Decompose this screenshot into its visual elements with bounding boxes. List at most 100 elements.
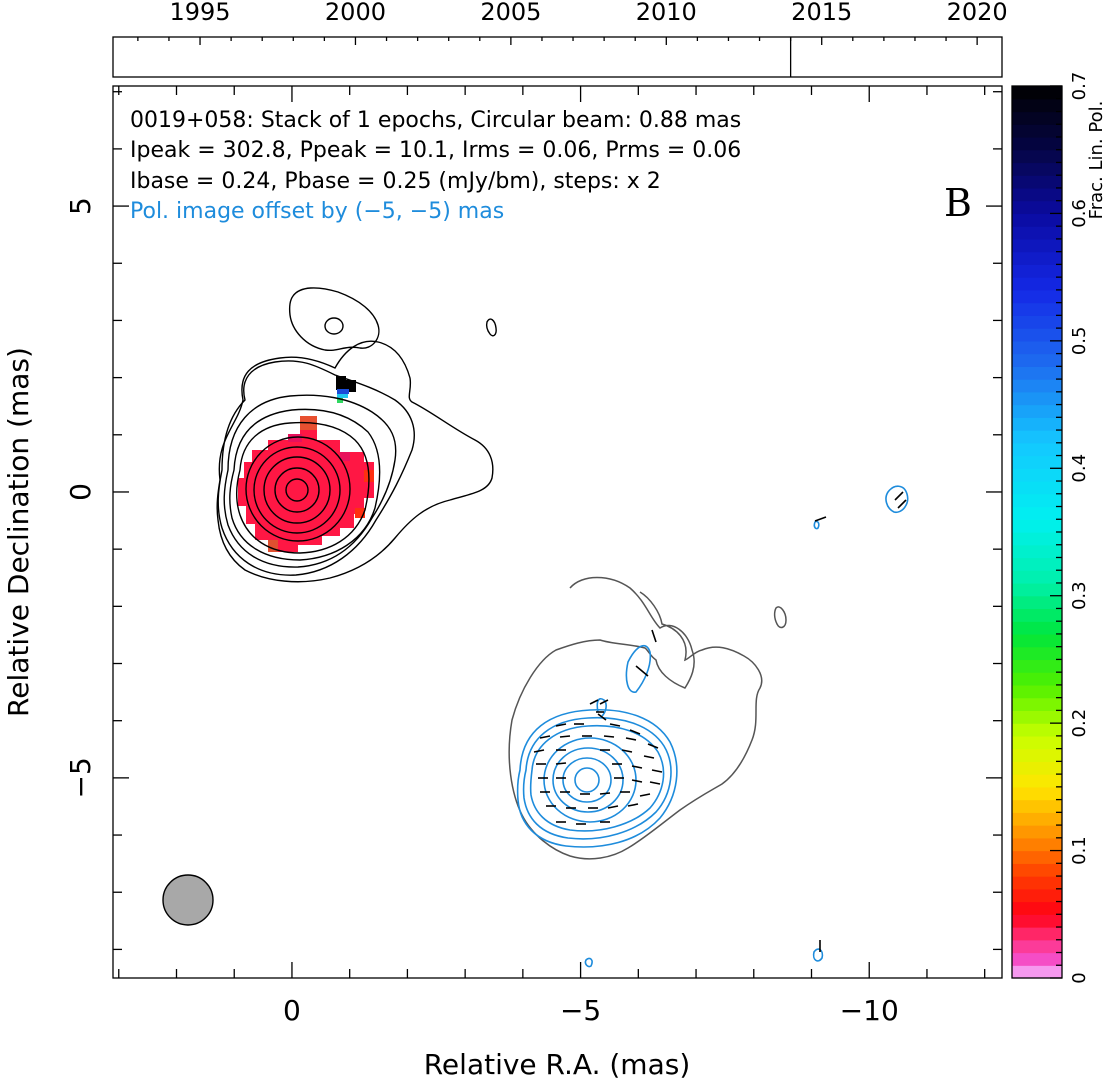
colorbar: 0 0.1 0.2 0.3 0.4 0.5 0.6 0.7 Frac. Lin. Pol. [1011,72,1107,984]
colorbar-swatch [1012,442,1062,457]
evpa-tick [609,723,621,727]
main-plot: 0 −5 −10 −5 0 5 0019+058: Stack of 1 epochs,… [64,85,1003,1027]
evpa-tick [599,792,611,795]
colorbar-swatch [1012,723,1062,737]
colorbar-swatch [1012,506,1062,520]
colorbar-swatch [1012,315,1062,329]
evpa-tick [651,629,657,643]
i-contour [253,446,341,534]
colorbar-tick-labels: 0 0.1 0.2 0.3 0.4 0.5 0.6 0.7 [1069,72,1090,984]
colorbar-swatch [1012,582,1062,597]
pol-pixel [337,398,343,403]
colorbar-swatch [1012,850,1062,864]
colorbar-swatch [1012,608,1062,622]
colorbar-swatch [1012,532,1062,546]
colorbar-tick-label: 0.4 [1069,454,1090,483]
colorbar-swatch [1012,111,1062,125]
colorbar-tick-label: 0 [1069,972,1090,983]
colorbar-swatch [1012,837,1062,852]
evpa-tick [643,755,655,759]
timeline-tick-label: 2015 [791,0,852,26]
i-contour [235,421,370,554]
y-axis-label: Relative Declination (mas) [2,347,35,717]
colorbar-swatch [1012,98,1062,113]
evpa-tick [897,499,907,509]
p-contour [562,757,612,803]
timeline-frame [112,36,1003,78]
colorbar-swatch [1012,544,1062,559]
pol-pixel [337,389,349,394]
colorbar-label: Frac. Lin. Pol. [1086,101,1107,220]
evpa-tick [631,779,643,783]
colorbar-swatch [1012,735,1062,750]
panel-letter: B [944,181,972,225]
colorbar-swatch [1012,136,1062,151]
colorbar-tick-label: 0.7 [1069,72,1090,101]
evpa-tick [894,491,904,501]
colorbar-swatch [1012,646,1062,661]
evpa-tick [555,762,567,765]
colorbar-swatch [1012,493,1062,508]
pol-pixel [288,434,302,442]
colorbar-swatch [1012,238,1062,253]
evpa-tick [603,735,615,738]
colorbar-swatch [1012,863,1062,877]
colorbar-swatch [1012,697,1062,711]
evpa-tick [621,749,633,753]
i-contour [285,478,309,502]
i-contour [263,456,331,524]
colorbar-swatch [1012,353,1062,367]
colorbar-tick-label: 0.6 [1069,199,1090,228]
colorbar-swatch [1012,914,1062,928]
pol-pixel [268,540,278,552]
p-contour [516,708,678,848]
colorbar-swatch [1012,927,1062,941]
colorbar-swatch [1012,595,1062,610]
colorbar-tick-label: 0.5 [1069,327,1090,356]
colorbar-swatch [1012,200,1062,215]
evpa-tick [647,743,659,749]
i-contour-knot [288,287,380,352]
evpa-tick [629,729,641,735]
colorbar-swatch [1012,901,1062,915]
colorbar-swatch [1012,379,1062,393]
colorbar-swatch [1012,149,1062,164]
timeline-tick-label: 2005 [480,0,541,26]
pol-pixel [346,380,356,392]
timeline: 1995 2000 2005 2010 2015 2020 [112,0,1008,78]
y-tick-label: 0 [64,483,97,501]
pol-pixel [336,376,346,390]
i-contour [245,436,351,542]
colorbar-swatch [1012,404,1062,418]
outer-contour-knot [773,606,787,629]
i-contour-outer [216,340,494,583]
evpa-tick [539,735,551,739]
title-line-1: 0019+058: Stack of 1 epochs, Circular be… [130,108,741,133]
colorbar-swatch [1012,672,1062,686]
colorbar-swatch [1012,302,1062,316]
p-contour-knot [813,520,820,530]
evpa-tick [597,713,607,721]
p-contour [552,747,624,813]
evpa-tick [559,735,571,738]
colorbar-swatch [1012,289,1062,304]
evpa-tick [651,769,663,773]
x-tick-label: −10 [840,994,899,1027]
p-contour [522,716,672,840]
colorbar-swatch [1012,633,1062,648]
colorbar-swatch [1012,226,1062,240]
beam-ellipse [162,874,214,926]
i-contour [223,394,397,568]
pol-contours [516,485,909,968]
colorbar-swatch [1012,939,1062,954]
p-contour-tail [596,697,607,717]
title-line-2: Ipeak = 302.8, Ppeak = 10.1, Irms = 0.06… [130,138,741,163]
colorbar-swatch [1012,213,1062,227]
colorbar-swatch [1012,621,1062,635]
evpa-tick [627,803,639,807]
timeline-ticks [137,37,978,45]
evpa-tick [533,749,545,753]
i-contour-knot [324,317,344,335]
colorbar-swatch [1012,876,1062,890]
